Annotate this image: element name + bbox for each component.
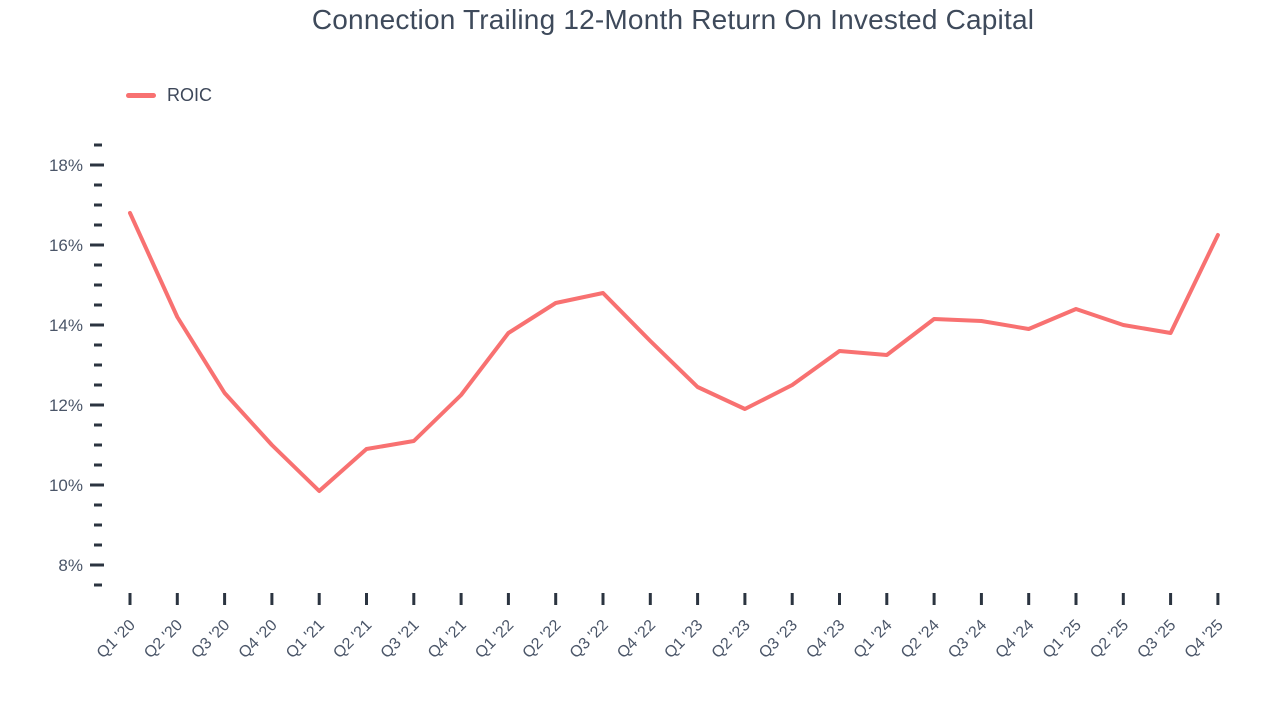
x-axis-label: Q3 '24 [945, 617, 990, 662]
x-axis-label: Q2 '21 [330, 617, 375, 662]
x-axis-label: Q4 '25 [1182, 617, 1227, 662]
x-axis-label: Q4 '20 [236, 617, 281, 662]
x-axis-label: Q3 '21 [378, 617, 423, 662]
x-axis-label: Q2 '22 [520, 617, 565, 662]
x-axis-label: Q2 '24 [898, 617, 943, 662]
y-axis-label: 18% [49, 156, 83, 175]
roic-line [128, 211, 1220, 493]
x-axis-label: Q2 '23 [709, 617, 754, 662]
x-axis-label: Q2 '25 [1087, 617, 1132, 662]
x-axis-label: Q4 '21 [425, 617, 470, 662]
y-axis-label: 14% [49, 316, 83, 335]
x-axis-label: Q4 '23 [803, 617, 848, 662]
x-axis-label: Q1 '20 [94, 617, 139, 662]
legend-label: ROIC [167, 84, 212, 105]
x-axis-label: Q1 '23 [661, 617, 706, 662]
x-axis-label: Q3 '20 [188, 617, 233, 662]
legend: ROIC [126, 85, 212, 105]
x-axis-label: Q3 '25 [1134, 617, 1179, 662]
legend-line-swatch [126, 92, 156, 98]
x-axis-label: Q1 '22 [472, 617, 517, 662]
y-axis-label: 10% [49, 476, 83, 495]
x-axis-label: Q3 '23 [756, 617, 801, 662]
chart-title: Connection Trailing 12-Month Return On I… [311, 4, 1035, 35]
y-axis-label: 8% [58, 556, 83, 575]
y-axis-label: 16% [49, 236, 83, 255]
x-axis-label: Q4 '22 [614, 617, 659, 662]
y-axis-label: 12% [49, 396, 83, 415]
x-axis-label: Q3 '22 [567, 617, 612, 662]
x-axis-label: Q1 '24 [851, 617, 896, 662]
x-axis-label: Q1 '21 [283, 617, 328, 662]
x-axis-label: Q1 '25 [1040, 617, 1085, 662]
x-axis-label: Q4 '24 [993, 617, 1038, 662]
x-axis-label: Q2 '20 [141, 617, 186, 662]
